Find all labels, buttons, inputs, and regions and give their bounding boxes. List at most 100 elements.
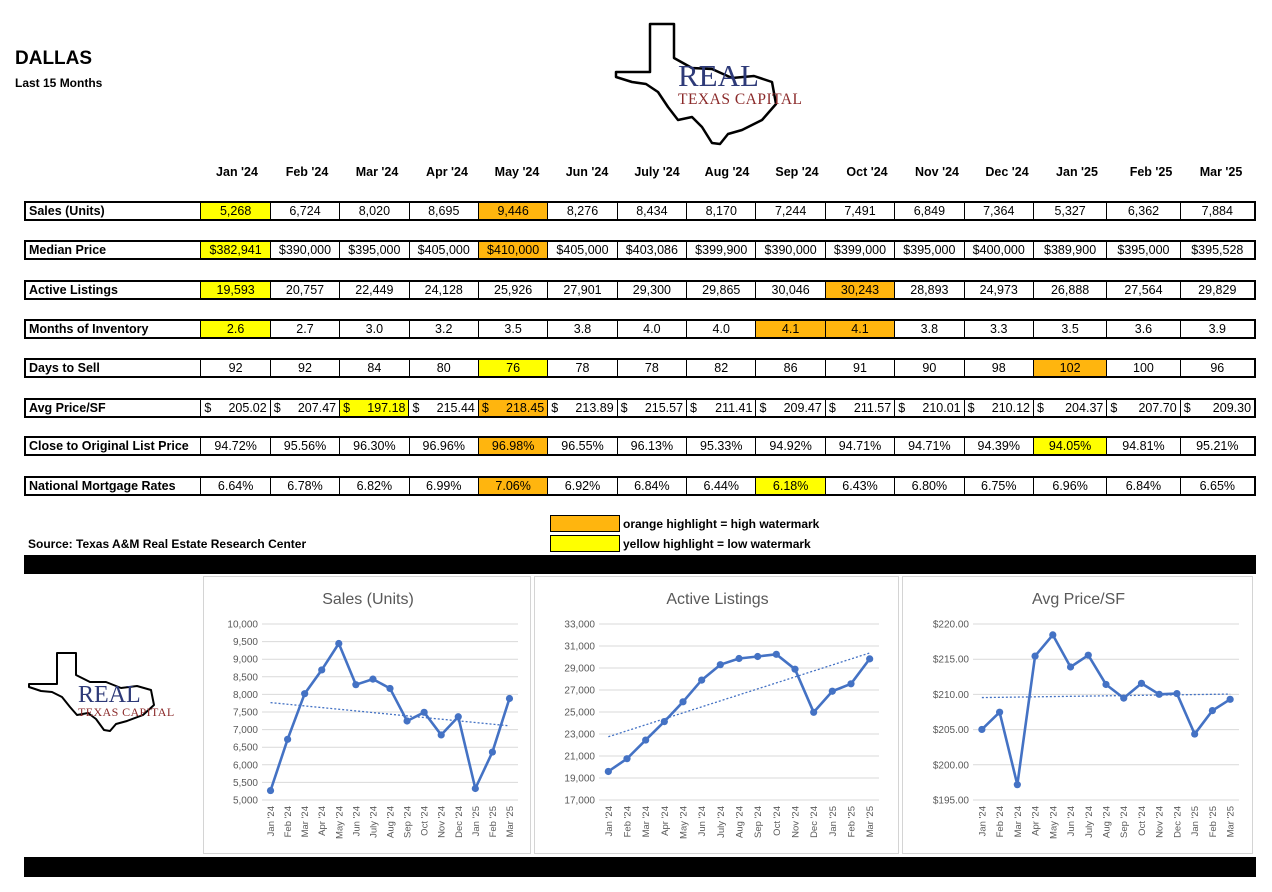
y-tick-label: 31,000 — [564, 642, 595, 653]
data-point — [604, 767, 612, 776]
table-cell: 3.3 — [965, 321, 1034, 337]
y-tick-label: $210.00 — [933, 690, 970, 701]
row-days-to-sell: Days to Sell 92 92 84 80 76 78 78 82 86 91 90 98 102 1… — [24, 358, 1256, 378]
table-cell: 8,020 — [340, 203, 410, 219]
x-tick-label: Jan '25 — [1190, 806, 1201, 836]
data-point — [828, 687, 836, 695]
x-tick-label: Mar '25 — [1226, 806, 1237, 837]
table-cell: 6.84% — [1107, 478, 1181, 494]
data-point — [978, 725, 986, 734]
data-point — [866, 655, 874, 663]
x-tick-label: Nov '24 — [437, 806, 448, 838]
row-avg-price-sf: Avg Price/SF $205.02 $207.47 $197.18 $215.44… — [24, 398, 1256, 418]
data-point — [1208, 706, 1216, 715]
divider-bar-bottom — [24, 857, 1256, 877]
table-cell: 27,901 — [548, 282, 618, 298]
table-cell: $390,000 — [756, 242, 826, 258]
y-tick-label: 6,500 — [233, 743, 258, 754]
table-cell: $207.47 — [271, 400, 341, 416]
table-cell: 6.44% — [687, 478, 757, 494]
currency-symbol: $ — [828, 401, 836, 415]
table-cell: 24,128 — [410, 282, 479, 298]
table-cell: $395,000 — [340, 242, 410, 258]
data-point — [1173, 689, 1181, 698]
y-tick-label: 9,000 — [233, 655, 258, 666]
x-tick-label: Jan '24 — [266, 806, 277, 836]
x-tick-label: Feb '25 — [847, 806, 858, 837]
data-point — [471, 784, 479, 793]
row-months-of-inventory: Months of Inventory 2.6 2.7 3.0 3.2 3.5 3.8 4.0… — [24, 319, 1256, 339]
y-tick-label: 8,500 — [233, 672, 258, 683]
table-cell: $395,000 — [895, 242, 965, 258]
x-tick-label: Jun '24 — [1066, 806, 1077, 836]
data-point — [488, 748, 496, 756]
month-header: Sep '24 — [775, 165, 819, 179]
month-header: Feb '25 — [1129, 165, 1173, 179]
table-cell: $210.12 — [965, 400, 1034, 416]
x-tick-label: Dec '24 — [1172, 806, 1183, 838]
table-cell: $207.70 — [1107, 400, 1181, 416]
page-title: DALLAS — [15, 48, 93, 69]
currency-symbol: $ — [620, 401, 628, 415]
logo-real-text: REAL — [678, 58, 759, 93]
month-header: July '24 — [634, 165, 680, 179]
data-point — [1137, 679, 1146, 687]
x-tick-label: Mar '25 — [505, 806, 516, 837]
x-tick-label: Sep '24 — [753, 806, 764, 838]
page-subtitle: Last 15 Months — [15, 76, 103, 90]
table-cell: 3.2 — [410, 321, 479, 337]
table-cell: 96 — [1210, 361, 1225, 375]
x-tick-label: Oct '24 — [1137, 806, 1148, 836]
cell-value: 211.57 — [853, 401, 892, 415]
table-cell: 98 — [965, 360, 1034, 376]
cell-value: 207.70 — [1138, 401, 1177, 415]
table-cell: 7,364 — [965, 203, 1034, 219]
yellow-legend-label: yellow highlight = low watermark — [623, 537, 811, 551]
table-cell: 78 — [548, 360, 618, 376]
x-tick-label: Sep '24 — [403, 806, 414, 838]
x-tick-label: Jun '24 — [351, 806, 362, 836]
table-cell: 2.7 — [271, 321, 341, 337]
y-tick-label: 10,000 — [227, 620, 258, 631]
currency-symbol: $ — [759, 401, 767, 415]
table-cell: $211.57 — [826, 400, 896, 416]
x-tick-label: Nov '24 — [1155, 806, 1166, 838]
row-label: Active Listings — [26, 282, 202, 298]
table-cell: 84 — [340, 360, 410, 376]
table-cell: 27,564 — [1107, 282, 1181, 298]
logo-texas-capital-text: TEXAS CAPITAL — [678, 91, 803, 108]
data-point — [369, 675, 377, 683]
x-tick-label: July '24 — [716, 806, 727, 838]
table-cell: 8,695 — [410, 203, 479, 219]
table-cell: 8,170 — [687, 203, 757, 219]
logo-small-real-text: REAL — [78, 682, 141, 708]
table-cell: 78 — [618, 360, 688, 376]
x-tick-label: Mar '24 — [641, 806, 652, 837]
table-cell: 4.0 — [618, 321, 688, 337]
data-point — [403, 717, 411, 725]
table-cell: 7,884 — [1201, 204, 1233, 218]
month-header: Feb '24 — [285, 165, 329, 179]
table-cell: 3.5 — [479, 321, 549, 337]
table-cell: 6.84% — [618, 478, 688, 494]
x-tick-label: Feb '24 — [283, 806, 294, 837]
table-cell: 6,849 — [895, 203, 965, 219]
x-tick-label: Feb '24 — [623, 806, 634, 837]
currency-symbol: $ — [1037, 401, 1044, 415]
table-cell: 7,491 — [826, 203, 896, 219]
x-tick-label: May '24 — [679, 806, 690, 839]
table-cell: 3.0 — [340, 321, 410, 337]
data-point — [623, 755, 631, 763]
orange-legend-label: orange highlight = high watermark — [623, 517, 820, 531]
month-header: May '24 — [494, 165, 540, 179]
table-cell: 6.75% — [965, 478, 1034, 494]
x-tick-label: Jan '25 — [471, 806, 482, 836]
source-note: Source: Texas A&M Real Estate Research C… — [28, 537, 307, 551]
table-cell: 102 — [1033, 360, 1108, 376]
series-line — [607, 653, 871, 773]
real-texas-capital-logo-small: REAL TEXAS CAPITAL — [28, 652, 174, 732]
x-tick-label: Oct '24 — [420, 806, 431, 836]
cell-value: 215.57 — [644, 401, 684, 415]
y-tick-label: 5,500 — [233, 778, 258, 789]
divider-bar-top — [24, 555, 1256, 574]
